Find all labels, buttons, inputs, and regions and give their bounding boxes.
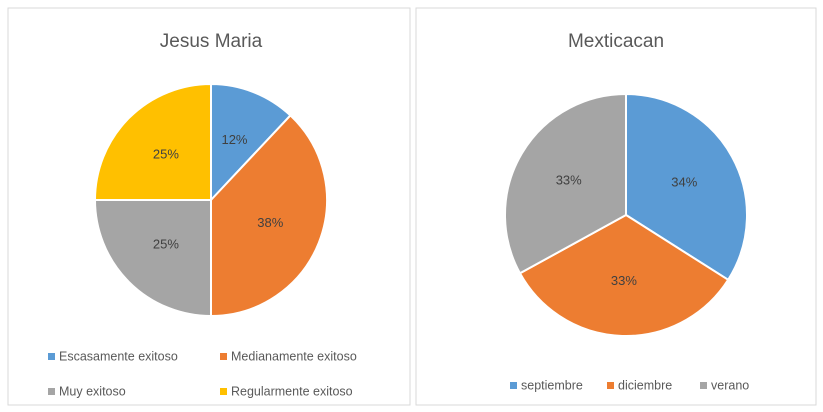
data-label: 25% [153, 146, 179, 161]
legend-label: Regularmente exitoso [231, 384, 353, 398]
legend-swatch [510, 382, 517, 389]
data-label: 33% [556, 173, 582, 188]
data-label: 33% [611, 273, 637, 288]
legend-swatch [700, 382, 707, 389]
legend-label: verano [711, 378, 749, 392]
pie-slice [93, 199, 212, 318]
legend-swatch [220, 353, 227, 360]
legend-label: Medianamente exitoso [231, 349, 357, 363]
pie-slice [93, 82, 212, 201]
legend-swatch [48, 353, 55, 360]
data-label: 12% [221, 132, 247, 147]
legend-swatch [220, 388, 227, 395]
chart-title: Mexticacan [568, 31, 664, 52]
pie-slice [504, 92, 627, 275]
data-label: 38% [257, 215, 283, 230]
pie-slice [210, 82, 292, 203]
legend-swatch [48, 388, 55, 395]
data-label: 25% [153, 237, 179, 252]
legend-label: septiembre [521, 378, 583, 392]
legend-swatch [607, 382, 614, 389]
data-label: 34% [671, 174, 697, 189]
legend-label: Escasamente exitoso [59, 349, 178, 363]
pie-slice [210, 114, 328, 318]
legend-label: diciembre [618, 378, 672, 392]
chart-title: Jesus Maria [160, 31, 263, 52]
legend-label: Muy exitoso [59, 384, 126, 398]
